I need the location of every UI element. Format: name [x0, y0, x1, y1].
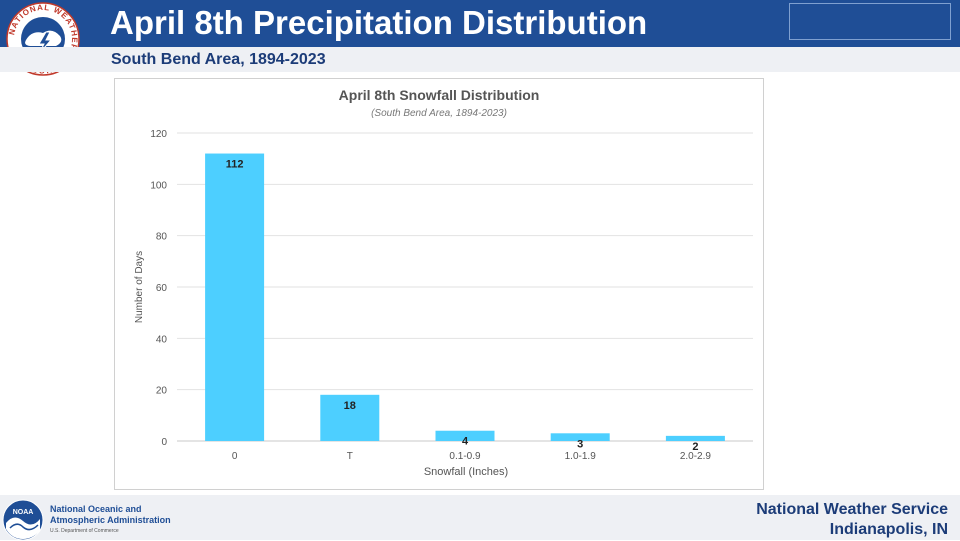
bar [435, 430, 495, 441]
nws-office-label: National Weather Service Indianapolis, I… [756, 500, 948, 540]
bar [550, 433, 610, 441]
x-tick-label: T [347, 451, 353, 462]
noaa-logo: NOAA [2, 499, 44, 541]
x-axis-label: Snowfall (Inches) [424, 466, 508, 478]
office-line-2: Indianapolis, IN [829, 521, 948, 538]
x-axis-ticks: 0 T 0.1-0.9 1.0-1.9 2.0-2.9 [232, 451, 712, 462]
y-tick-label: 80 [156, 232, 168, 243]
bar [320, 394, 380, 441]
x-tick-label: 0.1-0.9 [449, 451, 481, 462]
x-tick-label: 2.0-2.9 [680, 451, 712, 462]
chart-frame: April 8th Snowfall Distribution (South B… [114, 78, 764, 490]
bar-value-label: 18 [344, 400, 356, 412]
y-tick-label: 100 [150, 180, 167, 191]
y-axis-label: Number of Days [134, 251, 145, 323]
page-title: April 8th Precipitation Distribution [110, 4, 648, 41]
bar-value-label: 3 [577, 438, 583, 450]
x-tick-label: 1.0-1.9 [565, 451, 597, 462]
bar-value-label: 4 [462, 436, 469, 448]
subtitle-bar [0, 47, 960, 72]
bar [205, 153, 265, 441]
office-line-1: National Weather Service [756, 501, 948, 518]
noaa-agency-name: National Oceanic and Atmospheric Adminis… [50, 504, 171, 525]
title-placeholder-box [789, 3, 951, 40]
page-subtitle: South Bend Area, 1894-2023 [111, 51, 326, 68]
footer-bar [0, 495, 960, 540]
noaa-department: U.S. Department of Commerce [50, 528, 119, 534]
y-tick-label: 40 [156, 334, 168, 345]
y-tick-label: 0 [161, 437, 167, 448]
y-tick-label: 20 [156, 386, 168, 397]
bar-value-label: 112 [226, 159, 244, 171]
y-axis-ticks: 0 20 40 60 80 100 120 [150, 129, 167, 448]
chart-subtitle: (South Bend Area, 1894-2023) [371, 108, 507, 119]
y-tick-label: 60 [156, 283, 168, 294]
snowfall-bar-chart: April 8th Snowfall Distribution (South B… [134, 87, 753, 478]
svg-text:NOAA: NOAA [13, 509, 34, 516]
bar [665, 435, 725, 441]
chart-title: April 8th Snowfall Distribution [339, 87, 540, 103]
bars: 112 18 4 3 2 [205, 153, 725, 453]
x-tick-label: 0 [232, 451, 238, 462]
y-tick-label: 120 [150, 129, 167, 140]
bar-value-label: 2 [692, 441, 698, 453]
